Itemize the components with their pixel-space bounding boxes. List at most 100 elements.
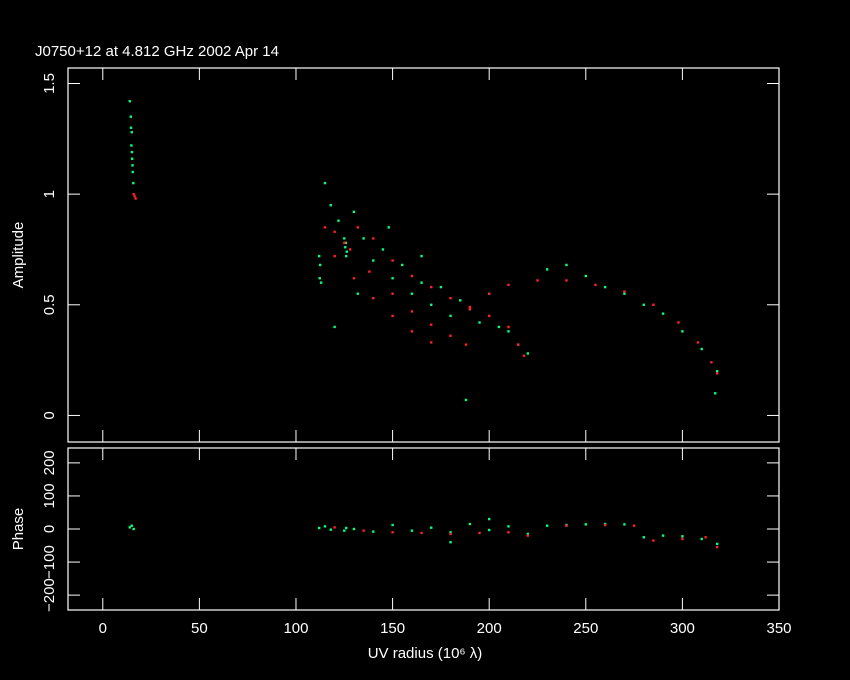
point (526, 532, 530, 536)
point (584, 523, 587, 526)
point (642, 303, 645, 306)
point (352, 210, 356, 214)
point (372, 530, 375, 533)
point (391, 277, 394, 280)
point (128, 99, 132, 103)
point (329, 204, 332, 207)
point (132, 527, 135, 531)
point (714, 392, 717, 395)
y-tick-label: 0.5 (41, 294, 58, 315)
point (131, 170, 134, 174)
point (344, 241, 348, 245)
point (449, 532, 452, 536)
point (526, 352, 530, 355)
x-tick-label: 300 (670, 620, 695, 637)
y-tick-label: 1 (41, 190, 58, 198)
point (129, 115, 132, 118)
point (468, 308, 472, 311)
point (439, 285, 443, 289)
y-axis-label: Amplitude (10, 222, 27, 289)
point (623, 523, 626, 526)
point (333, 230, 336, 233)
point (449, 541, 452, 544)
point (642, 536, 645, 539)
point (661, 312, 665, 315)
point (487, 292, 491, 295)
y-tick-label: 1.5 (41, 73, 58, 94)
point (545, 268, 549, 271)
point (410, 274, 414, 278)
y-tick-label: −200 (41, 578, 58, 612)
point (133, 195, 136, 198)
point (464, 343, 468, 346)
point (372, 259, 375, 262)
point (468, 305, 472, 309)
point (715, 372, 719, 375)
point (430, 323, 433, 326)
x-axis-label: UV radius (10⁶ λ) (368, 645, 483, 662)
point (487, 528, 491, 532)
point (372, 296, 375, 300)
point (344, 246, 347, 249)
point (704, 536, 707, 539)
point (387, 226, 390, 229)
point (337, 219, 340, 222)
y-tick-label: 200 (41, 450, 58, 475)
point (565, 524, 568, 527)
point (565, 279, 568, 282)
point (430, 303, 433, 306)
point (677, 321, 680, 324)
y-tick-label: 100 (41, 483, 58, 508)
point (132, 181, 135, 185)
point (333, 325, 336, 329)
point (410, 330, 414, 333)
point (584, 274, 587, 278)
point (391, 292, 394, 295)
point (345, 526, 348, 530)
point (594, 283, 597, 287)
point (449, 296, 452, 300)
point (356, 226, 360, 229)
point (420, 254, 423, 258)
point (632, 524, 636, 527)
chart-title: J0750+12 at 4.812 GHz 2002 Apr 14 (35, 43, 279, 60)
point (345, 254, 348, 258)
point (319, 281, 323, 284)
point (317, 254, 321, 258)
point (410, 310, 414, 313)
point (459, 299, 462, 302)
x-tick-label: 200 (477, 620, 502, 637)
point (681, 330, 684, 333)
point (623, 292, 626, 295)
point (700, 347, 703, 351)
point (652, 303, 655, 306)
point (333, 526, 336, 529)
point (343, 237, 346, 240)
point (449, 334, 452, 337)
point (130, 130, 133, 134)
point (565, 263, 568, 267)
point (356, 292, 360, 295)
point (391, 259, 394, 262)
y-tick-label: 0 (41, 525, 58, 533)
point (130, 157, 134, 160)
point (134, 197, 137, 200)
point (603, 285, 607, 289)
point (352, 277, 356, 280)
point (130, 144, 133, 147)
point (681, 535, 684, 538)
point (623, 290, 626, 293)
point (661, 534, 665, 537)
point (362, 529, 365, 532)
x-tick-label: 50 (191, 620, 208, 637)
x-tick-label: 0 (99, 620, 107, 637)
point (420, 531, 423, 535)
point (430, 285, 433, 289)
point (343, 529, 346, 532)
point (449, 314, 452, 318)
point (381, 248, 385, 251)
point (362, 237, 365, 240)
point (715, 545, 719, 549)
point (715, 369, 719, 373)
